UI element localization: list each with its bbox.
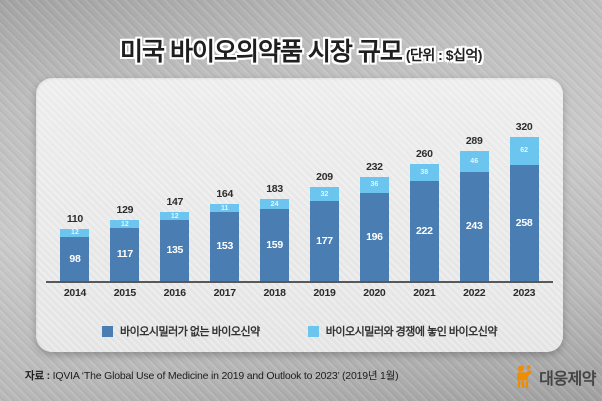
segment-biosimilar-competition-2020: 36	[359, 176, 389, 193]
legend-item-no-biosimilar: 바이오시밀러가 없는 바이오신약	[101, 323, 260, 339]
year-label-2020: 2020	[363, 287, 386, 299]
legend-swatch-dark-blue	[101, 325, 113, 337]
legend-item-with-biosimilar: 바이오시밀러와 경쟁에 놓인 바이오신약	[307, 323, 498, 339]
segment-biosimilar-competition-2019: 32	[309, 186, 339, 202]
source-text: IQVIA ‘The Global Use of Medicine in 201…	[49, 370, 399, 382]
total-label-2015: 129	[116, 204, 134, 217]
year-label-2017: 2017	[213, 287, 236, 299]
bar-2022: 289 46 243	[449, 135, 499, 281]
segment-no-biosimilar-2015: 117	[110, 228, 140, 281]
year-label-2015: 2015	[113, 287, 136, 299]
segment-no-biosimilar-2017: 153	[210, 212, 240, 281]
year-label-2018: 2018	[263, 287, 286, 299]
bar-2019: 209 32 177	[300, 171, 350, 281]
total-label-2014: 110	[66, 212, 83, 225]
total-label-2022: 289	[465, 134, 483, 147]
total-label-2018: 183	[266, 182, 283, 195]
year-label-2021: 2021	[413, 287, 436, 299]
segment-biosimilar-competition-2022: 46	[459, 150, 489, 172]
segment-no-biosimilar-2021: 222	[409, 181, 439, 281]
bar-2018: 183 24 159	[250, 183, 300, 281]
bar-2021: 260 38 222	[399, 148, 449, 281]
segment-no-biosimilar-2016: 135	[160, 220, 190, 281]
bar-2014: 110 12 98	[50, 213, 100, 281]
bars-row: 110 12 98 129 12 117 147 12 135 164 11 153 183 24 159 2…	[50, 78, 549, 281]
daewoong-bear-icon	[517, 365, 533, 388]
total-label-2020: 232	[366, 160, 383, 173]
bar-2016: 147 12 135	[150, 196, 200, 281]
source-prefix: 자료 :	[25, 370, 50, 382]
bar-2017: 164 11 153	[200, 188, 250, 281]
source-citation: 자료 : IQVIA ‘The Global Use of Medicine i…	[25, 368, 399, 383]
daewoong-logo: 대웅제약	[514, 365, 596, 389]
total-label-2017: 164	[216, 188, 233, 201]
segment-biosimilar-competition-2014: 12	[60, 228, 90, 237]
year-label-2019: 2019	[313, 287, 336, 299]
segment-no-biosimilar-2019: 177	[309, 201, 339, 281]
page-title: 미국 바이오의약품 시장 규모 (단위 : $십억)	[0, 32, 602, 68]
year-label-2016: 2016	[163, 287, 186, 299]
segment-no-biosimilar-2022: 243	[459, 171, 489, 281]
year-label-2022: 2022	[463, 287, 486, 299]
segment-biosimilar-competition-2021: 38	[409, 164, 439, 182]
segment-biosimilar-competition-2015: 12	[110, 220, 140, 229]
segment-no-biosimilar-2018: 159	[260, 209, 290, 281]
bar-2020: 232 36 196	[349, 161, 399, 281]
bar-2015: 129 12 117	[100, 204, 150, 281]
year-label-2014: 2014	[63, 287, 87, 299]
total-label-2019: 209	[316, 170, 333, 183]
segment-biosimilar-competition-2017: 11	[210, 204, 240, 213]
title-unit: (단위 : $십억)	[405, 47, 483, 63]
year-label-2023: 2023	[513, 287, 536, 299]
x-axis-line	[46, 281, 553, 283]
total-label-2021: 260	[415, 148, 433, 161]
segment-biosimilar-competition-2016: 12	[160, 212, 190, 221]
chart-card: 110 12 98 129 12 117 147 12 135 164 11 153 183 24 159 2…	[36, 78, 563, 352]
bar-2023: 320 62 258	[499, 121, 549, 281]
segment-no-biosimilar-2014: 98	[60, 236, 90, 281]
total-label-2023: 320	[515, 121, 533, 134]
segment-biosimilar-competition-2023: 62	[509, 137, 539, 165]
logo-text: 대웅제약	[539, 371, 596, 388]
total-label-2016: 147	[166, 196, 184, 209]
segment-no-biosimilar-2023: 258	[509, 164, 539, 281]
legend-swatch-light-blue	[307, 325, 319, 337]
x-axis-labels: 2014 2015 2016 2017 2018 2019 2020 2021 2022 2023	[50, 287, 549, 299]
chart-legend: 바이오시밀러가 없는 바이오신약 바이오시밀러와 경쟁에 놓인 바이오신약	[36, 323, 563, 339]
legend-label: 바이오시밀러와 경쟁에 놓인 바이오신약	[325, 326, 498, 338]
stacked-bar-chart: 110 12 98 129 12 117 147 12 135 164 11 153 183 24 159 2…	[46, 78, 553, 283]
segment-no-biosimilar-2020: 196	[359, 192, 389, 281]
title-text: 미국 바이오의약품 시장 규모	[120, 38, 403, 66]
legend-label: 바이오시밀러가 없는 바이오신약	[119, 326, 260, 338]
segment-biosimilar-competition-2018: 24	[260, 198, 290, 210]
